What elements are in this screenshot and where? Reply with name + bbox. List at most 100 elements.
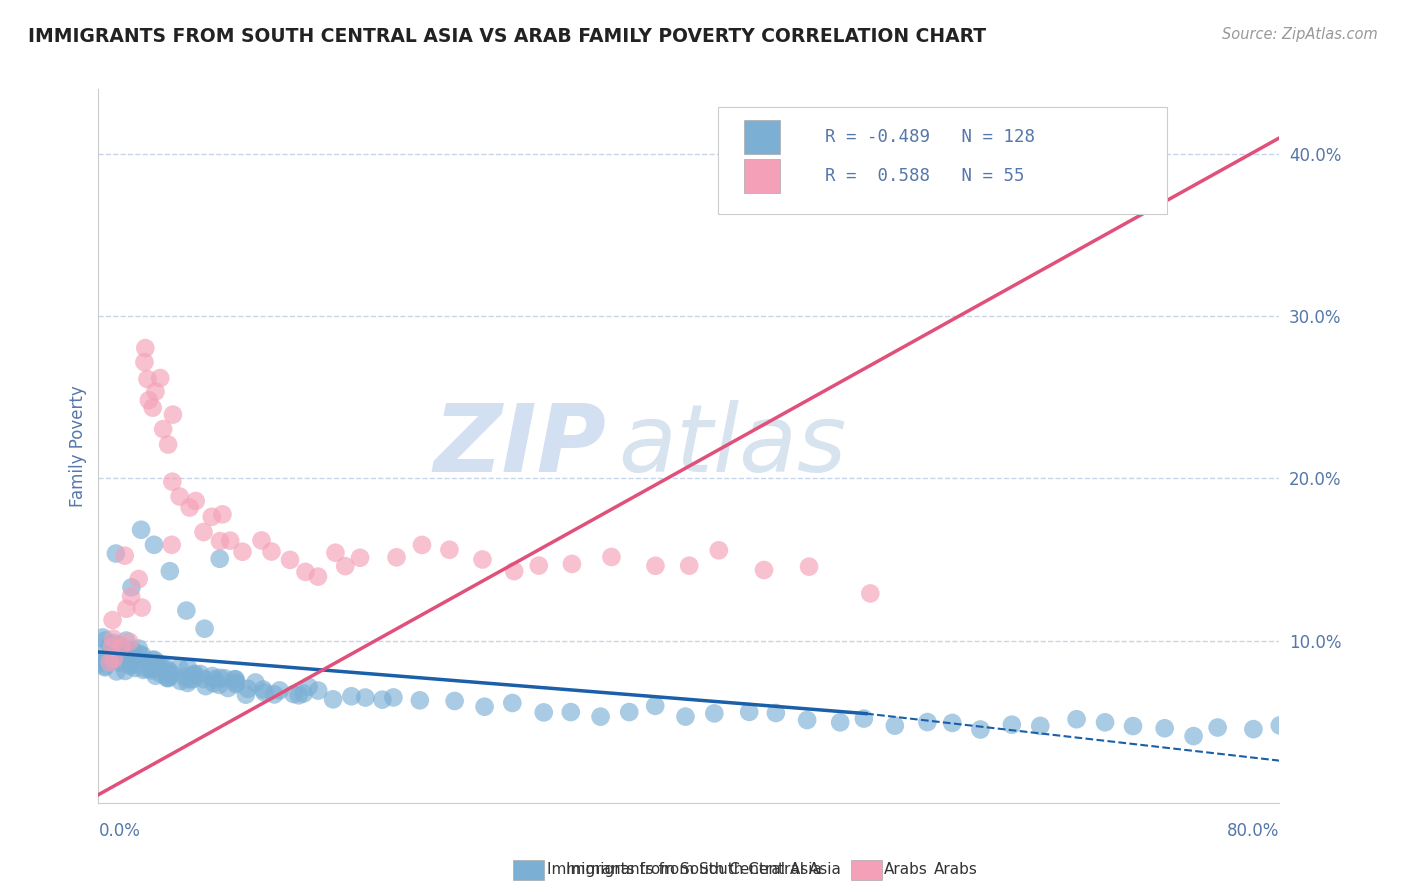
Point — [765, 706, 787, 720]
Point — [471, 552, 494, 566]
Point — [156, 671, 179, 685]
Point — [752, 563, 775, 577]
Text: Immigrants from South Central Asia: Immigrants from South Central Asia — [565, 863, 841, 877]
Bar — [744, 120, 780, 154]
Point — [134, 355, 156, 369]
Point — [120, 659, 142, 673]
Point — [340, 690, 363, 704]
Point — [797, 559, 820, 574]
Point — [278, 553, 301, 567]
Point — [159, 564, 181, 578]
Point — [110, 639, 132, 653]
Point — [146, 660, 169, 674]
Point — [335, 559, 357, 574]
Point — [208, 671, 231, 685]
Point — [193, 672, 215, 686]
Point — [231, 545, 253, 559]
Point — [179, 500, 201, 515]
Text: IMMIGRANTS FROM SOUTH CENTRAL ASIA VS ARAB FAMILY POVERTY CORRELATION CHART: IMMIGRANTS FROM SOUTH CENTRAL ASIA VS AR… — [28, 27, 986, 45]
Point — [411, 538, 433, 552]
Text: 80.0%: 80.0% — [1227, 822, 1279, 840]
Point — [644, 698, 666, 713]
Point — [1029, 719, 1052, 733]
Point — [184, 666, 207, 681]
Point — [156, 671, 179, 685]
Point — [225, 672, 247, 686]
Point — [149, 666, 172, 681]
Point — [103, 652, 125, 666]
Point — [91, 631, 114, 645]
Point — [128, 572, 150, 586]
Point — [169, 490, 191, 504]
Point — [600, 549, 623, 564]
Point — [103, 636, 125, 650]
Text: ZIP: ZIP — [433, 400, 606, 492]
Point — [139, 662, 162, 676]
Point — [146, 662, 169, 676]
Point — [134, 661, 156, 675]
Point — [111, 644, 134, 658]
Point — [94, 660, 117, 674]
Point — [1001, 717, 1024, 731]
Point — [120, 657, 142, 672]
Point — [121, 643, 143, 657]
Point — [131, 600, 153, 615]
Point — [619, 705, 641, 719]
Point — [250, 533, 273, 548]
Point — [129, 523, 152, 537]
Point — [253, 685, 276, 699]
Point — [94, 659, 117, 673]
Point — [527, 558, 550, 573]
Point — [141, 663, 163, 677]
Point — [235, 688, 257, 702]
Point — [252, 682, 274, 697]
Point — [110, 639, 132, 653]
Point — [561, 557, 583, 571]
Point — [208, 551, 231, 566]
Point — [149, 371, 172, 385]
Point — [105, 665, 128, 679]
Point — [738, 705, 761, 719]
Point — [145, 669, 167, 683]
Point — [224, 672, 246, 686]
Point — [307, 569, 329, 583]
Point — [501, 696, 523, 710]
Point — [236, 681, 259, 696]
Point — [292, 686, 315, 700]
Point — [142, 401, 165, 415]
Point — [194, 679, 217, 693]
Point — [969, 723, 991, 737]
Point — [322, 692, 344, 706]
Point — [120, 581, 142, 595]
Point — [193, 524, 215, 539]
Point — [101, 613, 124, 627]
Point — [124, 653, 146, 667]
Point — [142, 653, 165, 667]
Bar — [744, 159, 780, 194]
Point — [294, 565, 316, 579]
Point — [143, 661, 166, 675]
Point — [269, 683, 291, 698]
Point — [439, 542, 461, 557]
Point — [120, 590, 142, 604]
Point — [188, 667, 211, 681]
Point — [98, 655, 121, 669]
Point — [124, 661, 146, 675]
Point — [211, 508, 233, 522]
Point — [114, 664, 136, 678]
Text: Arabs: Arabs — [934, 863, 979, 877]
Point — [94, 645, 117, 659]
Point — [100, 639, 122, 653]
Point — [201, 509, 224, 524]
Point — [152, 661, 174, 675]
Point — [101, 653, 124, 667]
Point — [382, 690, 405, 705]
Point — [181, 672, 204, 686]
Point — [219, 533, 242, 548]
Point — [371, 692, 394, 706]
Text: Source: ZipAtlas.com: Source: ZipAtlas.com — [1222, 27, 1378, 42]
Point — [152, 422, 174, 436]
Point — [560, 705, 582, 719]
Point — [917, 714, 939, 729]
Point — [707, 543, 730, 558]
